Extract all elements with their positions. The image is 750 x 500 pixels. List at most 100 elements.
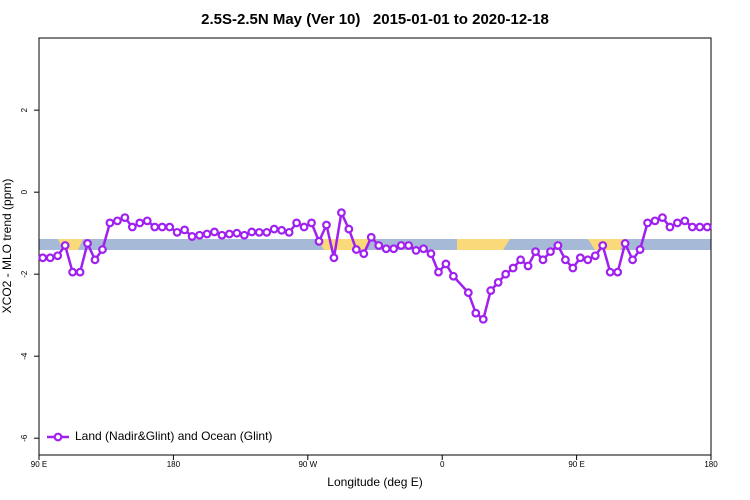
data-point [344,224,354,234]
data-point [68,267,77,277]
data-point [590,251,600,261]
data-point [583,255,593,265]
data-point [165,222,175,232]
data-point [546,247,555,257]
data-point [523,261,533,271]
data-point [411,245,421,255]
data-point [142,216,152,226]
data-point [605,267,615,277]
data-point [575,253,585,263]
data-point [45,253,55,263]
data-point [449,271,458,281]
data-point [239,230,249,240]
data-point [359,249,369,259]
data-point [202,229,212,239]
data-point [187,232,197,241]
data-point [157,222,167,232]
y-axis-label: XCO2 - MLO trend (ppm) [0,179,14,314]
y-tick-label: 2 [20,107,29,112]
data-point [53,251,63,261]
data-point [105,218,115,228]
band-yellow [457,239,510,250]
data-point [112,216,122,226]
y-tick-label: -6 [20,434,29,442]
data-point [478,314,488,324]
data-point [598,241,608,250]
data-point [381,244,391,254]
data-point [284,227,294,237]
data-point [673,218,682,228]
data-point [568,263,578,273]
y-tick-label: -4 [20,352,29,360]
data-point [150,222,160,232]
data-point [98,245,107,254]
data-point [262,227,272,237]
data-point [650,216,660,226]
band-yellow [318,239,372,250]
data-point [180,225,190,235]
data-point [366,232,376,242]
data-point [643,218,652,228]
data-point [292,218,302,228]
data-point [404,241,414,250]
data-point [434,267,443,277]
data-point [658,213,667,222]
data-point [337,208,346,218]
data-point [463,288,473,298]
y-tick-label: -2 [20,270,29,278]
data-point [531,247,540,257]
data-point [351,245,361,254]
data-point [471,308,481,318]
data-point [277,225,287,235]
data-point [441,259,451,269]
data-point [620,239,630,248]
data-point [628,255,637,265]
data-point [508,263,518,273]
data-point [561,255,570,265]
plot-frame [38,37,712,456]
legend-label: Land (Nadir&Glint) and Ocean (Glint) [75,429,272,443]
x-tick-label: 180 [704,460,718,469]
data-point [172,227,182,237]
data-point [299,222,309,232]
data-point [75,267,85,277]
data-point [83,239,92,248]
data-point [38,253,48,263]
x-tick-label: 90 E [568,460,584,469]
data-point [374,241,384,250]
data-point [232,228,242,238]
data-point [486,286,496,295]
data-point [680,216,690,226]
data-point [210,227,219,237]
data-point [329,253,339,263]
y-tick-label: 0 [20,189,29,194]
data-point [665,222,675,232]
x-tick-label: 90 W [298,460,317,469]
x-axis-label: Longitude (deg E) [327,475,422,489]
data-point [247,227,257,237]
data-point [702,222,712,232]
data-point [553,241,563,250]
data-point [613,267,623,277]
data-point [695,222,705,232]
data-point [396,241,406,250]
data-point [493,277,503,287]
data-point [389,244,399,254]
data-point [322,220,331,230]
data-point [127,222,137,232]
data-point [254,227,264,237]
data-point [307,218,316,228]
x-tick-label: 0 [440,460,445,469]
data-point [687,222,697,232]
data-point [516,255,525,265]
data-point [538,255,548,265]
data-point [635,245,645,254]
legend-marker [53,432,63,442]
data-point [60,241,70,250]
data-point [224,229,234,239]
data-point [135,218,145,228]
data-point [120,213,130,222]
data-point [90,255,100,265]
data-point [195,230,204,240]
